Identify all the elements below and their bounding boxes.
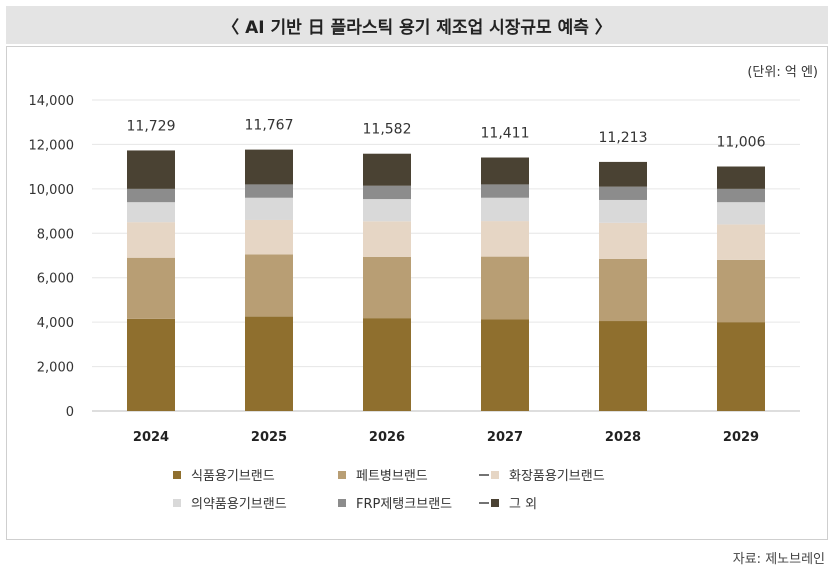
bar-segment	[481, 197, 529, 222]
legend-swatch	[173, 499, 181, 507]
bar-segment	[481, 319, 529, 411]
y-tick-label: 14,000	[29, 94, 75, 109]
legend-label: 화장품용기브랜드	[509, 469, 605, 484]
bar-segment	[363, 318, 411, 411]
bar-segment	[245, 197, 293, 220]
y-tick-label: 8,000	[37, 227, 74, 242]
y-tick-label: 6,000	[37, 272, 74, 287]
bar-segment	[717, 259, 765, 323]
legend-swatch	[338, 471, 346, 479]
bar-segment	[481, 184, 529, 198]
bar-segment	[363, 199, 411, 222]
legend-item: 식품용기브랜드	[173, 469, 275, 484]
bar-segment	[599, 258, 647, 322]
bar-segment	[245, 184, 293, 198]
total-data-label: 11,729	[127, 118, 176, 134]
bar-segment	[245, 149, 293, 185]
legend-swatch	[338, 499, 346, 507]
total-data-label: 11,767	[245, 118, 294, 134]
bar-segment	[599, 199, 647, 223]
x-tick-label: 2029	[723, 430, 759, 445]
total-data-label: 11,213	[599, 130, 648, 146]
legend-label: 의약품용기브랜드	[191, 497, 287, 512]
bar-segment	[245, 316, 293, 411]
bar-segment	[127, 150, 175, 189]
bar-segment	[363, 185, 411, 200]
bar-segment	[717, 322, 765, 411]
legend-label: 페트병브랜드	[356, 469, 428, 484]
legend-item: FRP제탱크브랜드	[338, 497, 452, 512]
source-note: 자료: 제노브레인	[732, 552, 825, 567]
bar-segment	[717, 224, 765, 260]
bar-segment	[481, 157, 529, 185]
bar-segment	[717, 188, 765, 203]
legend-label: 식품용기브랜드	[191, 469, 275, 484]
legend-item: 페트병브랜드	[338, 469, 428, 484]
bar-segment	[127, 202, 175, 223]
legend-item: 화장품용기브랜드	[479, 469, 605, 484]
chart-title: 〈 AI 기반 日 플라스틱 용기 제조업 시장규모 예측 〉	[6, 6, 828, 44]
legend-label: 그 외	[509, 497, 537, 512]
unit-label: (단위: 억 엔)	[747, 65, 818, 80]
x-tick-label: 2025	[251, 430, 287, 445]
bar-segment	[245, 219, 293, 255]
x-tick-label: 2028	[605, 430, 641, 445]
bar-segment	[481, 256, 529, 320]
bar-segment	[127, 318, 175, 411]
legend-swatch	[491, 499, 499, 507]
bar-segment	[363, 153, 411, 186]
bar-segment	[599, 161, 647, 187]
total-data-label: 11,411	[481, 126, 530, 142]
y-tick-label: 4,000	[37, 316, 74, 331]
total-data-label: 11,582	[363, 122, 412, 138]
bar-segment	[127, 222, 175, 258]
y-tick-label: 12,000	[29, 138, 75, 153]
bar-segment	[363, 221, 411, 257]
bar-segment	[363, 256, 411, 319]
bar-segment	[481, 221, 529, 257]
bar-segment	[245, 254, 293, 317]
bar-segment	[127, 188, 175, 203]
bar-segment	[599, 222, 647, 259]
legend-item: 의약품용기브랜드	[173, 497, 287, 512]
chart-frame	[6, 46, 828, 540]
bar-segment	[127, 257, 175, 319]
x-tick-label: 2026	[369, 430, 405, 445]
y-tick-label: 0	[66, 405, 74, 420]
bar-segment	[599, 321, 647, 411]
legend-item: 그 외	[479, 497, 537, 512]
legend-label: FRP제탱크브랜드	[356, 497, 452, 512]
y-tick-label: 10,000	[29, 183, 75, 198]
x-tick-label: 2024	[133, 430, 169, 445]
total-data-label: 11,006	[717, 135, 766, 151]
x-tick-label: 2027	[487, 430, 523, 445]
bar-segment	[717, 166, 765, 189]
y-tick-label: 2,000	[37, 361, 74, 376]
legend-swatch	[491, 471, 499, 479]
bar-segment	[717, 202, 765, 225]
legend-swatch	[173, 471, 181, 479]
bar-segment	[599, 186, 647, 200]
